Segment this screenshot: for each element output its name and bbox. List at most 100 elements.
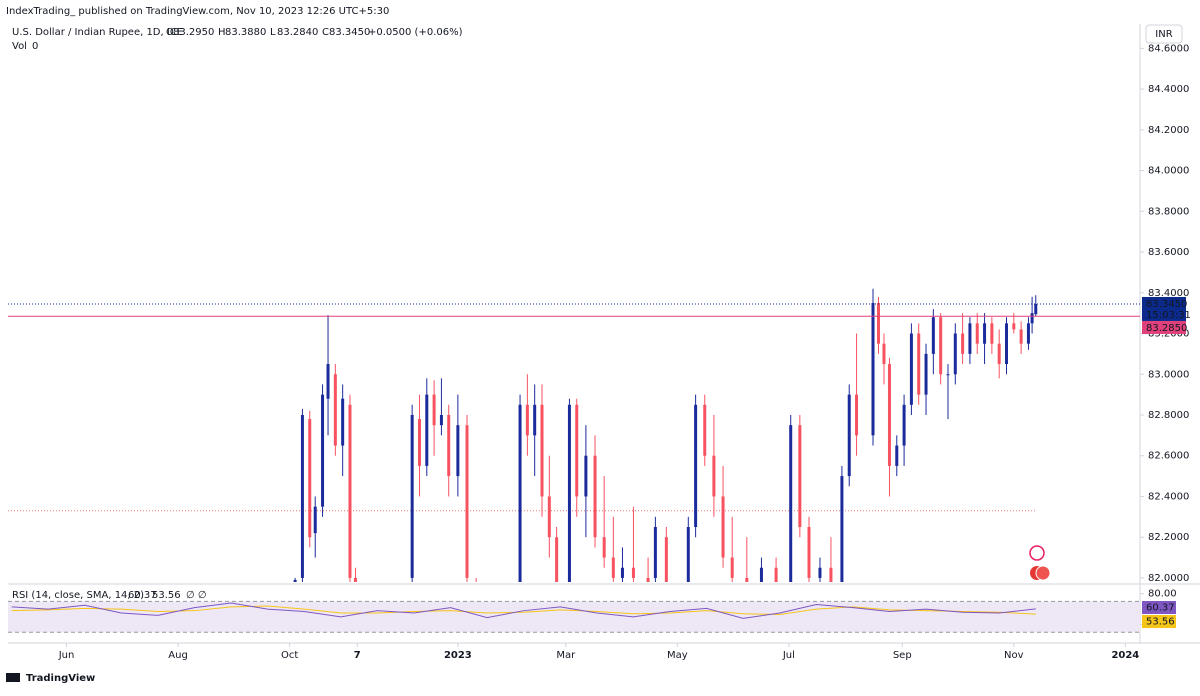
candle-body (798, 425, 802, 528)
ohlc-label: O (166, 27, 174, 38)
x-tick-label: Nov (1004, 650, 1024, 661)
candle-body (953, 333, 957, 375)
candle-body (983, 323, 987, 344)
candle-body (1026, 323, 1030, 344)
y-tick-label: 84.2000 (1148, 125, 1189, 136)
rsi-tag (1142, 601, 1176, 614)
candle-body (432, 394, 436, 426)
x-tick-label: 7 (354, 650, 361, 661)
candle-body (447, 414, 451, 477)
candle-body (300, 414, 304, 578)
y-tick-label: 82.8000 (1148, 410, 1189, 421)
candle-body (584, 455, 588, 497)
candle-body (646, 577, 650, 582)
x-tick-label: 2023 (444, 650, 472, 661)
price-tag-label: 83.3450 (1146, 299, 1187, 310)
candle-body (847, 394, 851, 477)
price-pane (8, 288, 1038, 582)
logo (6, 673, 20, 682)
candle-body (293, 579, 297, 582)
y-tick-label: 83.0000 (1148, 369, 1189, 380)
price-tag (1142, 296, 1186, 321)
candle-body (525, 404, 529, 436)
candle-body (602, 537, 606, 558)
candle-body (968, 323, 972, 354)
candle-body (575, 404, 579, 497)
icon[interactable] (1035, 565, 1051, 581)
currency-box[interactable] (1145, 24, 1183, 44)
candle-body (1019, 329, 1023, 344)
candle-body (882, 343, 886, 365)
candle-body (664, 537, 668, 582)
candle-body (876, 302, 880, 344)
x-tick-label: Aug (168, 650, 188, 661)
candle-body (917, 333, 921, 395)
candle-body (410, 414, 414, 578)
icon[interactable] (1029, 545, 1045, 561)
currency[interactable]: INR (1155, 29, 1172, 40)
rsi-flags: ∅ ∅ (186, 590, 207, 601)
x-tick-label: Oct (281, 650, 298, 661)
ohlc-value: 83.2840 (277, 27, 318, 38)
footer: TradingView (26, 673, 95, 684)
candle-body (887, 364, 891, 466)
candle-body (341, 398, 345, 446)
y-tick-label: 82.2000 (1148, 532, 1189, 543)
candle-body (721, 496, 725, 558)
candle-body (439, 414, 443, 426)
price-tag (1142, 320, 1186, 334)
price-tag-label: 83.2850 (1146, 323, 1187, 334)
y-tick-label: 82.4000 (1148, 491, 1189, 502)
candle-body (348, 404, 352, 578)
y-tick-label: 82.6000 (1148, 451, 1189, 462)
rsi-value: 60.37 (128, 590, 157, 601)
candle-body (353, 577, 357, 582)
y-tick-label: 84.4000 (1148, 84, 1189, 95)
ohlc-label: H (218, 27, 226, 38)
candle-body (313, 506, 317, 534)
rsi-band (8, 601, 1140, 633)
volume-label: Vol (12, 41, 27, 52)
candle-body (308, 419, 312, 538)
candle-body (703, 404, 707, 456)
rsi-title: RSI (14, close, SMA, 14, 2) (12, 590, 144, 601)
legend-title: U.S. Dollar / Indian Rupee, 1D, ICE (12, 27, 183, 38)
candle-body (902, 404, 906, 446)
y-tick-label: 84.6000 (1148, 43, 1189, 54)
x-tick-label: Jul (782, 650, 795, 661)
candle-body (567, 404, 571, 582)
candle-body (321, 394, 325, 507)
candle-body (997, 343, 1001, 365)
ohlc-value: 83.3450 (329, 27, 370, 38)
candle-body (895, 445, 899, 466)
ohlc-label: L (270, 27, 276, 38)
candle-body (547, 496, 551, 538)
candle-body (555, 537, 559, 582)
change: +0.0500 (+0.06%) (368, 27, 463, 38)
candle-body (745, 577, 749, 582)
candle-body (712, 455, 716, 497)
candle-body (774, 567, 778, 582)
candle-body (871, 302, 875, 436)
rsi-sma-tag-label: 53.56 (1146, 617, 1175, 628)
rsi-sma-line (11, 605, 1036, 616)
candle-body (939, 317, 943, 375)
candle-body (611, 557, 615, 578)
candle-body (975, 323, 979, 344)
y-tick-label: 83.6000 (1148, 247, 1189, 258)
candle-body (456, 425, 460, 477)
logo-mark (6, 673, 20, 682)
x-tick-label: Mar (556, 650, 576, 661)
candle-body (759, 567, 763, 582)
header: IndexTrading_ published on TradingView.c… (6, 6, 389, 17)
rsi-tick-label: 80.00 (1148, 589, 1177, 600)
countdown: 15:03:31 (1146, 310, 1191, 321)
candle-body (686, 527, 690, 582)
ohlc-value: 83.3880 (225, 27, 266, 38)
candle-body (333, 374, 337, 446)
candle-body (1034, 303, 1038, 315)
candle-body (1005, 323, 1009, 365)
volume-value: 0 (32, 41, 38, 52)
